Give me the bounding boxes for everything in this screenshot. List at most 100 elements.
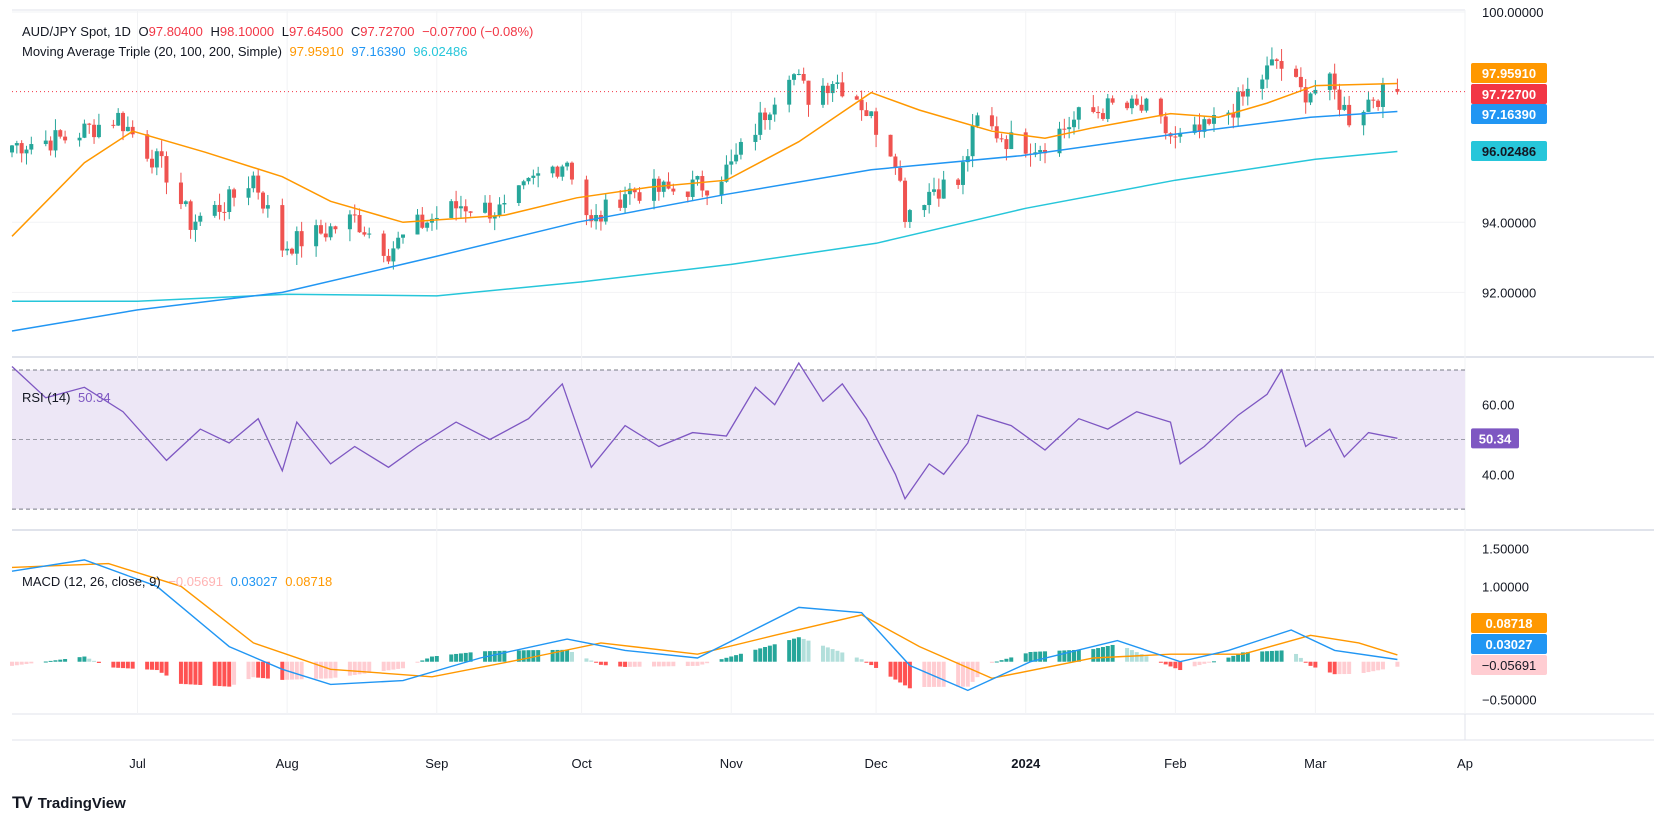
macd-histogram-bar	[159, 661, 164, 673]
macd-histogram-bar	[960, 661, 965, 687]
candle-body	[1197, 124, 1202, 132]
candle-body	[758, 112, 763, 135]
macd-histogram-bar	[256, 661, 261, 678]
macd-histogram-bar	[603, 661, 608, 666]
candle-body	[285, 248, 290, 251]
macd-histogram-bar	[589, 660, 594, 662]
candle-body	[251, 175, 256, 189]
candle-body	[772, 104, 777, 115]
macd-histogram-bar	[1347, 661, 1352, 674]
macd-histogram-bar	[347, 661, 352, 676]
time-axis-label: Nov	[720, 756, 744, 771]
macd-histogram-bar	[289, 661, 294, 680]
candle-body	[483, 202, 488, 213]
badge-macd-hist-bg	[1471, 655, 1547, 675]
candle-body	[632, 188, 637, 193]
candle-body	[652, 178, 657, 201]
macd-histogram-bar	[1371, 661, 1376, 672]
macd-histogram-bar	[10, 661, 14, 666]
macd-histogram-bar	[796, 637, 801, 662]
macd-histogram-bar	[893, 661, 898, 680]
macd-histogram-bar	[29, 661, 34, 664]
candle-body	[492, 215, 497, 219]
candle-body	[569, 162, 574, 180]
macd-histogram-bar	[415, 661, 420, 663]
macd-histogram-bar	[565, 649, 570, 662]
candle-body	[661, 181, 666, 192]
sma20-line	[11, 82, 1398, 237]
candle-body	[531, 175, 536, 178]
sma100-line	[11, 110, 1398, 332]
macd-histogram-bar	[1395, 661, 1400, 667]
candle-body	[381, 233, 386, 256]
macd-histogram-bar	[801, 638, 806, 662]
candle-body	[521, 181, 526, 186]
candle-body	[560, 166, 565, 177]
candle-body	[1192, 124, 1197, 133]
macd-histogram-bar	[198, 661, 203, 685]
macd-histogram-bar	[14, 661, 19, 666]
candle-body	[623, 194, 628, 208]
macd-histogram-bar	[1313, 661, 1318, 668]
macd-histogram-bar	[560, 649, 565, 662]
candle-body	[792, 74, 797, 80]
tradingview-brand[interactable]: TV TradingView	[12, 793, 126, 813]
candle-body	[246, 188, 251, 198]
candle-body	[956, 179, 961, 185]
macd-histogram-bar	[618, 661, 623, 667]
candle-body	[280, 205, 285, 251]
macd-histogram-bar	[323, 661, 328, 679]
macd-histogram-bar	[352, 661, 357, 675]
macd-histogram-bar	[1376, 661, 1381, 671]
candle-body	[1110, 98, 1115, 103]
candle-body	[82, 123, 87, 138]
macd-histogram-bar	[598, 661, 603, 665]
macd-histogram-bar	[1139, 654, 1144, 662]
candle-body	[835, 82, 840, 85]
macd-histogram-bar	[164, 661, 169, 676]
macd-histogram-bar	[1279, 650, 1284, 662]
macd-histogram-bar	[1202, 661, 1207, 664]
candle-body	[1202, 119, 1207, 132]
macd-histogram-bar	[898, 661, 903, 683]
macd-histogram-bar	[1231, 655, 1236, 662]
macd-histogram-bar	[425, 658, 430, 662]
macd-histogram-bar	[903, 661, 908, 686]
candle-body	[1236, 91, 1241, 118]
candle-body	[1211, 115, 1216, 124]
candle-body	[1332, 73, 1337, 90]
badge-close: 97.72700	[1482, 87, 1536, 102]
macd-histogram-bar	[1178, 661, 1183, 671]
candle-body	[1023, 132, 1028, 154]
macd-histogram-bar	[695, 661, 700, 666]
macd-histogram-bar	[367, 661, 372, 673]
badge-sma20-bg	[1471, 63, 1547, 83]
candle-body	[164, 156, 169, 183]
macd-histogram-bar	[719, 659, 724, 662]
candle-body	[618, 199, 623, 208]
macd-histogram-bar	[246, 661, 251, 680]
macd-histogram-bar	[1110, 644, 1115, 662]
candle-body	[999, 138, 1004, 140]
candle-body	[1265, 65, 1270, 80]
candle-body	[289, 248, 294, 254]
candle-body	[685, 191, 690, 197]
macd-histogram-bar	[700, 661, 705, 665]
macd-histogram-bar	[888, 661, 893, 677]
candle-body	[656, 178, 661, 192]
candle-body	[526, 177, 531, 182]
time-axis-label: Feb	[1164, 756, 1186, 771]
price-axis-label: 100.00000	[1482, 5, 1543, 20]
candle-body	[48, 140, 53, 151]
candle-body	[734, 154, 739, 162]
macd-histogram-bar	[1163, 661, 1168, 665]
candle-body	[1245, 88, 1250, 97]
ohlc-close: C97.72700	[350, 24, 415, 39]
candle-body	[1158, 98, 1163, 117]
candle-body	[367, 233, 372, 235]
candle-body	[719, 181, 724, 196]
candle-body	[232, 189, 237, 198]
candle-body	[550, 166, 555, 174]
candle-body	[318, 225, 323, 234]
candle-body	[87, 123, 92, 125]
